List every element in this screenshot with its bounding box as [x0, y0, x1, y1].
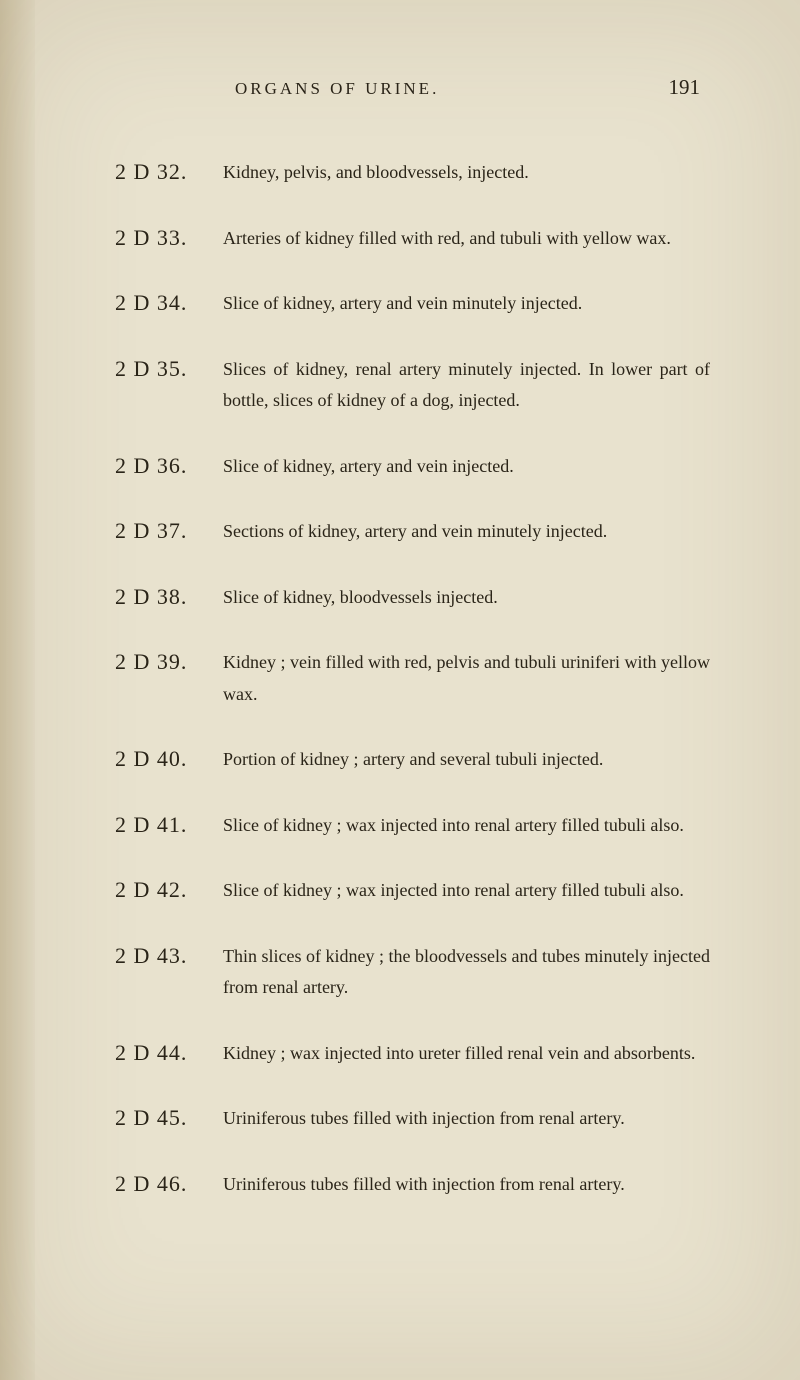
entry-description: Sections of kidney, artery and vein minu… — [223, 514, 710, 548]
entry-label: 2 D 39. — [115, 645, 223, 678]
entry-label: 2 D 44. — [115, 1036, 223, 1069]
entry-description: Slice of kidney ; wax injected into rena… — [223, 808, 710, 842]
entry-description: Slice of kidney ; wax injected into rena… — [223, 873, 710, 907]
entry-description: Arteries of kidney filled with red, and … — [223, 221, 710, 255]
entry-label: 2 D 42. — [115, 873, 223, 906]
entry-label: 2 D 40. — [115, 742, 223, 775]
page-number: 191 — [669, 75, 701, 100]
catalog-entry: 2 D 38. Slice of kidney, bloodvessels in… — [115, 580, 710, 614]
entry-label: 2 D 34. — [115, 286, 223, 319]
entry-label: 2 D 33. — [115, 221, 223, 254]
entry-description: Kidney ; vein filled with red, pelvis an… — [223, 645, 710, 710]
catalog-entry: 2 D 43. Thin slices of kidney ; the bloo… — [115, 939, 710, 1004]
entry-description: Kidney ; wax injected into ureter filled… — [223, 1036, 710, 1070]
entry-label: 2 D 43. — [115, 939, 223, 972]
entry-description: Thin slices of kidney ; the bloodvessels… — [223, 939, 710, 1004]
entry-label: 2 D 45. — [115, 1101, 223, 1134]
header-title: ORGANS OF URINE. — [235, 79, 439, 99]
entry-description: Kidney, pelvis, and bloodvessels, inject… — [223, 155, 710, 189]
page-header: ORGANS OF URINE. 191 — [115, 75, 710, 100]
entry-label: 2 D 35. — [115, 352, 223, 385]
catalog-entry: 2 D 33. Arteries of kidney filled with r… — [115, 221, 710, 255]
catalog-entry: 2 D 37. Sections of kidney, artery and v… — [115, 514, 710, 548]
entry-label: 2 D 38. — [115, 580, 223, 613]
entry-description: Slice of kidney, artery and vein injecte… — [223, 449, 710, 483]
catalog-entry: 2 D 45. Uriniferous tubes filled with in… — [115, 1101, 710, 1135]
entry-description: Uriniferous tubes filled with injection … — [223, 1101, 710, 1135]
catalog-entry: 2 D 41. Slice of kidney ; wax injected i… — [115, 808, 710, 842]
entry-label: 2 D 46. — [115, 1167, 223, 1200]
catalog-entry: 2 D 46. Uriniferous tubes filled with in… — [115, 1167, 710, 1201]
entry-label: 2 D 37. — [115, 514, 223, 547]
catalog-entry: 2 D 40. Portion of kidney ; artery and s… — [115, 742, 710, 776]
entry-description: Portion of kidney ; artery and several t… — [223, 742, 710, 776]
catalog-entry: 2 D 34. Slice of kidney, artery and vein… — [115, 286, 710, 320]
entry-label: 2 D 36. — [115, 449, 223, 482]
catalog-entry: 2 D 39. Kidney ; vein filled with red, p… — [115, 645, 710, 710]
entry-label: 2 D 32. — [115, 155, 223, 188]
entry-label: 2 D 41. — [115, 808, 223, 841]
page-content: ORGANS OF URINE. 191 2 D 32. Kidney, pel… — [0, 0, 800, 1292]
entry-description: Slice of kidney, artery and vein minutel… — [223, 286, 710, 320]
catalog-entry: 2 D 35. Slices of kidney, renal artery m… — [115, 352, 710, 417]
catalog-entry: 2 D 44. Kidney ; wax injected into urete… — [115, 1036, 710, 1070]
catalog-entry: 2 D 32. Kidney, pelvis, and bloodvessels… — [115, 155, 710, 189]
entry-description: Slice of kidney, bloodvessels injected. — [223, 580, 710, 614]
catalog-entry: 2 D 36. Slice of kidney, artery and vein… — [115, 449, 710, 483]
catalog-entry: 2 D 42. Slice of kidney ; wax injected i… — [115, 873, 710, 907]
entry-description: Uriniferous tubes filled with injection … — [223, 1167, 710, 1201]
entry-description: Slices of kidney, renal artery minutely … — [223, 352, 710, 417]
